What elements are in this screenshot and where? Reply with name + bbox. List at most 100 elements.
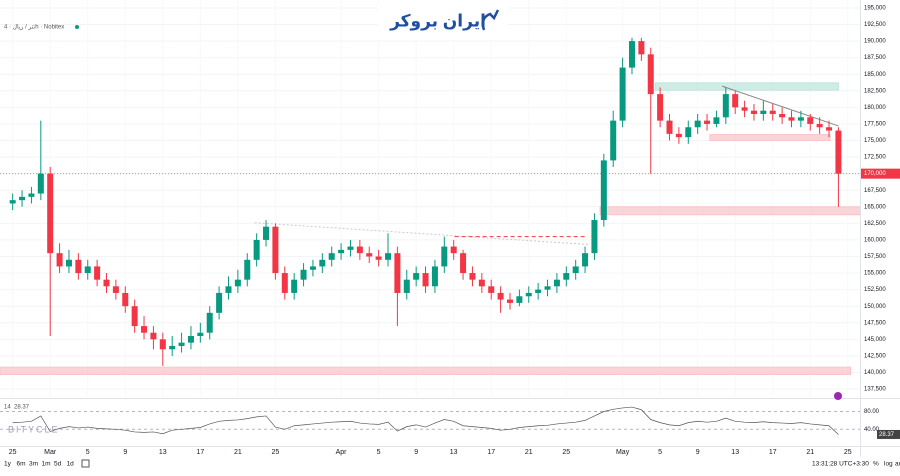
x-tick-label: 13 <box>159 449 167 456</box>
price-pane <box>0 7 860 390</box>
candle-body <box>732 94 739 108</box>
candle-body <box>460 253 467 274</box>
range-button[interactable]: 5d <box>54 461 62 468</box>
y-tick-label: 195,000 <box>864 6 886 12</box>
x-tick-label: 21 <box>806 449 814 456</box>
x-tick-label: 9 <box>696 449 700 456</box>
candle-body <box>441 246 448 267</box>
candle-body <box>178 342 185 346</box>
alert-icon[interactable] <box>834 392 842 400</box>
y-tick-label: 152,500 <box>864 287 886 293</box>
rsi-value: 28.37 <box>14 405 30 411</box>
candle-body <box>65 259 72 267</box>
zone <box>654 82 839 91</box>
candle-body <box>281 273 288 293</box>
candle-body <box>713 117 720 124</box>
y-tick-label: 185,000 <box>864 72 886 78</box>
x-tick-label: 9 <box>414 449 418 456</box>
rsi-last-label: 28.37 <box>879 432 895 438</box>
candle-body <box>722 94 729 118</box>
candle-body <box>628 41 635 68</box>
candle-body <box>769 110 776 114</box>
candle-body <box>216 292 223 313</box>
clock: 13:31:28 UTC+3:30 <box>812 461 869 468</box>
range-button[interactable]: 3m <box>29 461 38 468</box>
candle-body <box>741 107 748 111</box>
candle-body <box>366 253 373 257</box>
candle-body <box>75 259 82 274</box>
candle-body <box>187 336 194 343</box>
range-button[interactable]: 1d <box>67 461 75 468</box>
candle-body <box>141 326 148 333</box>
candle-body <box>422 273 429 287</box>
candle-body <box>835 130 842 174</box>
candle-body <box>478 279 485 287</box>
x-tick-label: 17 <box>487 449 495 456</box>
candle-body <box>535 289 542 293</box>
scale-button[interactable]: auto <box>895 461 900 468</box>
candle-body <box>169 345 176 350</box>
candle-body <box>779 113 786 118</box>
watermark: BITYCLE <box>8 424 60 434</box>
candle-body <box>516 296 523 303</box>
candle-body <box>37 173 44 194</box>
range-button[interactable]: 1y <box>4 461 12 468</box>
candle-body <box>694 120 701 128</box>
x-tick-label: Mar <box>44 449 57 456</box>
candle-body <box>657 94 664 121</box>
x-tick-label: 21 <box>234 449 242 456</box>
y-tick-label: 190,000 <box>864 39 886 45</box>
rsi-tick-label: 40.00 <box>864 427 880 433</box>
rsi-pane <box>0 406 860 435</box>
candle-body <box>788 117 795 121</box>
x-tick-label: 13 <box>731 449 739 456</box>
x-tick-label: 9 <box>123 449 127 456</box>
calendar-button[interactable] <box>81 459 90 468</box>
x-tick-label: 21 <box>525 449 533 456</box>
candle-body <box>525 292 532 297</box>
drawing-line <box>721 85 839 127</box>
candle-body <box>19 196 26 201</box>
candle-body <box>816 123 823 128</box>
y-tick-label: 175,000 <box>864 138 886 144</box>
y-tick-label: 187,500 <box>864 55 886 61</box>
candle-body <box>450 246 457 254</box>
candle-body <box>750 110 757 114</box>
y-tick-label: 172,500 <box>864 155 886 161</box>
candle-body <box>675 133 682 138</box>
y-tick-label: 182,500 <box>864 88 886 94</box>
status-dot <box>75 25 79 29</box>
candle-body <box>272 226 279 274</box>
x-tick-label: 25 <box>9 449 17 456</box>
last-price-label: 170,000 <box>864 171 886 177</box>
candle-body <box>338 249 345 254</box>
candle-body <box>666 120 673 134</box>
candle-body <box>553 279 560 287</box>
candle-body <box>506 299 513 303</box>
candle-body <box>122 292 129 307</box>
candle-body <box>497 292 504 300</box>
candle-body <box>131 306 138 327</box>
candle-body <box>826 127 833 131</box>
candle-body <box>356 246 363 254</box>
candle-body <box>244 259 251 280</box>
x-tick-label: 25 <box>844 449 852 456</box>
x-tick-label: 5 <box>86 449 90 456</box>
candle-body <box>263 226 270 240</box>
symbol-label: تتر / ریال · 4h · Nobitex <box>4 24 64 31</box>
candle-body <box>403 279 410 293</box>
candle-body <box>704 120 711 124</box>
candle-body <box>685 127 692 138</box>
axes: 137,500 140,000 142,500 145,000 147,500 150,0… <box>9 6 900 456</box>
candle-body <box>638 41 645 55</box>
logo-text: ایران بروکر <box>389 11 486 31</box>
range-button[interactable]: 1m <box>42 461 51 468</box>
candle-body <box>488 286 495 293</box>
range-button[interactable]: 6m <box>17 461 26 468</box>
scale-button[interactable]: log <box>884 461 893 468</box>
candle-body <box>309 266 316 270</box>
y-tick-label: 165,000 <box>864 204 886 210</box>
x-tick-label: 25 <box>272 449 280 456</box>
scale-button[interactable]: % <box>873 461 879 468</box>
